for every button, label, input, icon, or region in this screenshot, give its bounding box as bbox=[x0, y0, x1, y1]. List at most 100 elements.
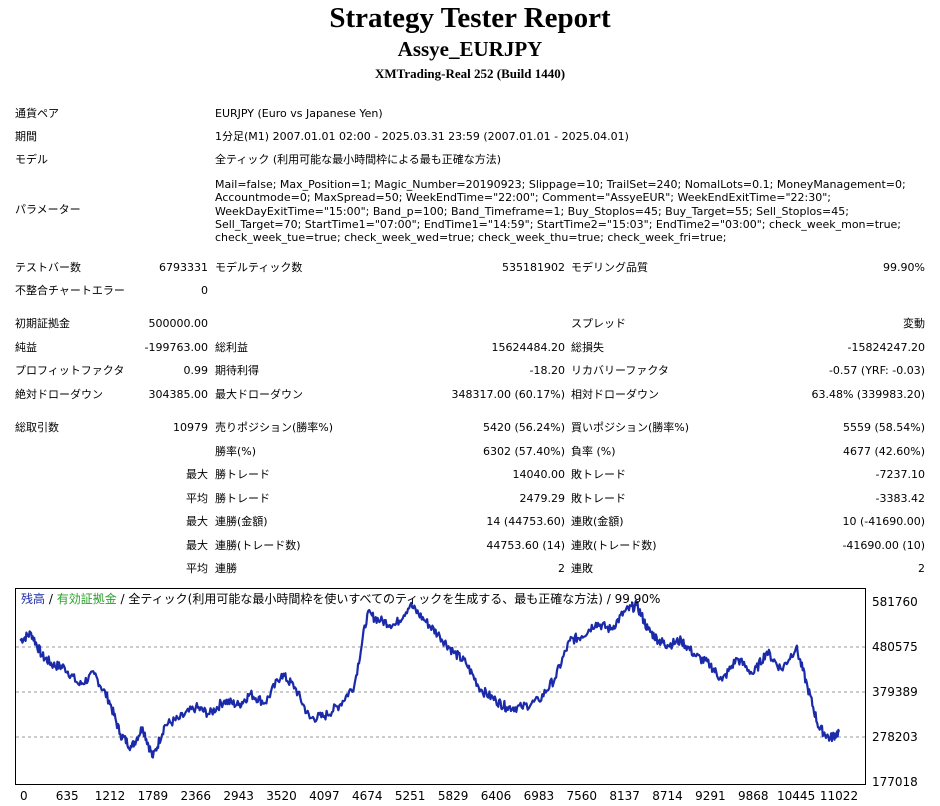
x-tick-label: 8137 bbox=[609, 789, 640, 803]
short-label: 売りポジション(勝率%) bbox=[215, 421, 334, 434]
cons-win-money-label: 連勝(金額) bbox=[215, 515, 268, 528]
pf-value: 0.99 bbox=[183, 364, 209, 377]
x-tick-label: 10445 bbox=[777, 789, 815, 803]
avg-cons-win-label: 連勝 bbox=[215, 562, 237, 575]
legend-balance: 残高 bbox=[21, 591, 45, 606]
recovery-value: -0.57 (YRF: -0.03) bbox=[828, 364, 925, 377]
x-tick-label: 6406 bbox=[481, 789, 512, 803]
model-label: モデル bbox=[15, 153, 48, 166]
x-tick-label: 7560 bbox=[566, 789, 597, 803]
cons-loss-count-label: 連敗(トレード数) bbox=[571, 539, 657, 552]
largest-win-value: 14040.00 bbox=[512, 468, 566, 481]
x-axis-ticks: 0 635 1212 1789 2366 2943 3520 4097 4674 5251 5829… bbox=[20, 789, 858, 803]
period-value: 1分足(M1) 2007.01.01 02:00 - 2025.03.31 23… bbox=[215, 130, 629, 143]
short-value: 5420 (56.24%) bbox=[482, 421, 565, 434]
server-info: XMTrading-Real 252 (Build 1440) bbox=[374, 66, 566, 81]
cons-win-count-label: 連勝(トレード数) bbox=[215, 539, 301, 552]
avg-loss-value: -3383.42 bbox=[875, 492, 925, 505]
expert-name: Assye_EURJPY bbox=[397, 37, 543, 61]
gross-loss-label: 総損失 bbox=[571, 341, 604, 354]
y-axis-ticks: 581760 480575 379389 278203 177018 bbox=[872, 595, 918, 789]
long-value: 5559 (58.54%) bbox=[842, 421, 925, 434]
y-tick-label: 480575 bbox=[872, 640, 918, 654]
max-dd-value: 348317.00 (60.17%) bbox=[451, 388, 565, 401]
y-tick-label: 278203 bbox=[872, 730, 918, 744]
balance-line bbox=[19, 599, 841, 759]
max-dd-label: 最大ドローダウン bbox=[215, 388, 303, 401]
y-tick-label: 581760 bbox=[872, 595, 918, 609]
ticks-value: 535181902 bbox=[502, 261, 565, 274]
legend-quality: 99.90% bbox=[615, 592, 661, 606]
avg-loss-label: 敗トレード bbox=[571, 492, 626, 505]
loss-value: 4677 (42.60%) bbox=[842, 445, 925, 458]
expected-label: 期待利得 bbox=[215, 364, 259, 377]
mismatch-label: 不整合チャートエラー bbox=[15, 284, 125, 297]
params-value: Mail=false; Max_Position=1; Magic_Number… bbox=[215, 178, 906, 245]
pair-value: EURJPY (Euro vs Japanese Yen) bbox=[215, 107, 383, 120]
avg-win-label: 勝トレード bbox=[215, 492, 270, 505]
x-tick-label: 635 bbox=[56, 789, 79, 803]
x-tick-label: 5251 bbox=[395, 789, 426, 803]
x-tick-label: 6983 bbox=[524, 789, 555, 803]
loss-label: 負率 (%) bbox=[571, 445, 616, 458]
win-value: 6302 (57.40%) bbox=[482, 445, 565, 458]
net-value: -199763.00 bbox=[144, 341, 208, 354]
x-tick-label: 2943 bbox=[223, 789, 254, 803]
deposit-value: 500000.00 bbox=[148, 317, 209, 330]
quality-label: モデリング品質 bbox=[571, 261, 648, 274]
largest-win-label: 勝トレード bbox=[215, 468, 270, 481]
trades-label: 総取引数 bbox=[15, 421, 59, 434]
y-tick-label: 379389 bbox=[872, 685, 918, 699]
spread-value: 変動 bbox=[903, 317, 925, 330]
max-count-prefix: 最大 bbox=[186, 539, 208, 552]
x-tick-label: 9291 bbox=[695, 789, 726, 803]
avg-cons-win-value: 2 bbox=[558, 562, 565, 575]
avg-cons-loss-label: 連敗 bbox=[571, 562, 593, 575]
ticks-label: モデルティック数 bbox=[215, 261, 303, 274]
x-tick-label: 4097 bbox=[309, 789, 340, 803]
legend-sep-1: / bbox=[45, 592, 57, 606]
x-tick-label: 3520 bbox=[266, 789, 297, 803]
cons-win-count-value: 44753.60 (14) bbox=[486, 539, 565, 552]
gross-loss-value: -15824247.20 bbox=[847, 341, 925, 354]
plot-frame bbox=[15, 588, 866, 785]
largest-loss-label: 敗トレード bbox=[571, 468, 626, 481]
x-tick-label: 4674 bbox=[352, 789, 383, 803]
bars-value: 6793331 bbox=[159, 261, 208, 274]
model-value: 全ティック (利用可能な最小時間枠による最も正確な方法) bbox=[215, 153, 502, 166]
abs-dd-label: 絶対ドローダウン bbox=[15, 388, 103, 401]
avg-cons-loss-value: 2 bbox=[918, 562, 925, 575]
x-tick-label: 1789 bbox=[138, 789, 169, 803]
quality-value: 99.90% bbox=[883, 261, 925, 274]
long-label: 買いポジション(勝率%) bbox=[571, 421, 690, 434]
x-tick-label: 5829 bbox=[438, 789, 469, 803]
x-tick-label: 9868 bbox=[738, 789, 769, 803]
avg-cons-prefix: 平均 bbox=[186, 562, 208, 575]
cons-loss-count-value: -41690.00 (10) bbox=[842, 539, 925, 552]
legend-model: 全ティック(利用可能な最小時間枠を使いすべてのティックを生成する、最も正確な方法… bbox=[128, 591, 603, 606]
net-label: 純益 bbox=[15, 341, 37, 354]
report-title: Strategy Tester Report bbox=[329, 2, 611, 34]
gross-profit-value: 15624484.20 bbox=[491, 341, 565, 354]
legend-sep-3: / bbox=[603, 592, 615, 606]
chart-legend: 残高 / 有効証拠金 / 全ティック(利用可能な最小時間枠を使いすべてのティック… bbox=[21, 591, 660, 606]
bars-label: テストバー数 bbox=[15, 261, 81, 274]
average-prefix: 平均 bbox=[186, 492, 208, 505]
pf-label: プロフィットファクタ bbox=[15, 364, 125, 377]
recovery-label: リカバリーファクタ bbox=[571, 364, 669, 377]
balance-chart: 581760 480575 379389 278203 177018 0 635 1212 1… bbox=[15, 588, 918, 803]
gross-profit-label: 総利益 bbox=[215, 341, 248, 354]
avg-win-value: 2479.29 bbox=[519, 492, 566, 505]
period-label: 期間 bbox=[15, 130, 37, 143]
legend-sep-2: / bbox=[117, 592, 129, 606]
params-label: パラメーター bbox=[15, 203, 81, 216]
legend-equity: 有効証拠金 bbox=[57, 591, 117, 606]
x-tick-label: 1212 bbox=[95, 789, 126, 803]
win-label: 勝率(%) bbox=[215, 445, 257, 458]
y-tick-label: 177018 bbox=[872, 775, 918, 789]
rel-dd-label: 相対ドローダウン bbox=[571, 388, 659, 401]
x-tick-label: 0 bbox=[20, 789, 28, 803]
largest-loss-value: -7237.10 bbox=[875, 468, 925, 481]
trades-value: 10979 bbox=[173, 421, 208, 434]
rel-dd-value: 63.48% (339983.20) bbox=[811, 388, 925, 401]
